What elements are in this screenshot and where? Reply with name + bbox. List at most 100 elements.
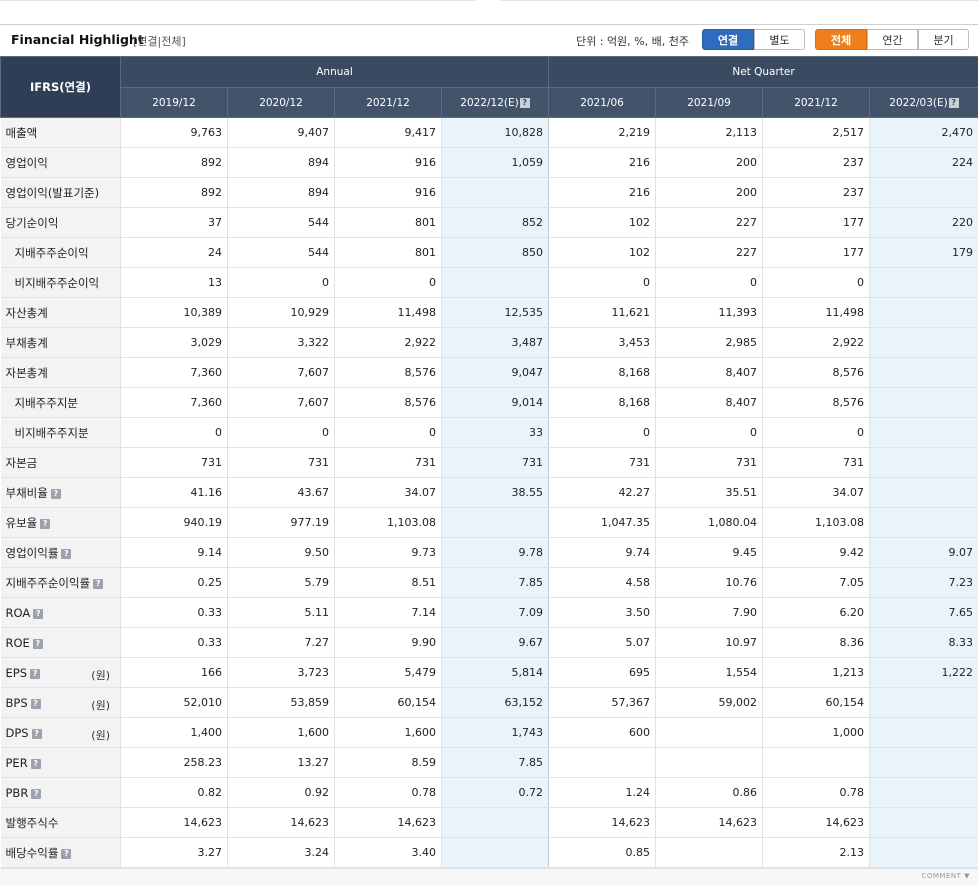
table-cell: 2,219 [549,118,656,148]
table-cell: 8,576 [335,388,442,418]
table-cell: 0 [549,418,656,448]
row-label-text: 비지배주주순이익 [15,276,100,290]
table-cell: 5,814 [442,658,549,688]
table-cell: 13 [121,268,228,298]
help-icon[interactable]: ? [61,549,71,559]
help-icon[interactable]: ? [31,789,41,799]
table-cell: 200 [656,178,763,208]
period-header: 2019/12 [121,88,228,118]
help-icon[interactable]: ? [61,849,71,859]
table-cell: 237 [763,148,870,178]
table-cell: 9.67 [442,628,549,658]
row-label: 자산총계 [1,298,121,328]
help-icon[interactable]: ? [949,98,959,108]
table-cell [870,418,978,448]
table-cell: 258.23 [121,748,228,778]
help-icon[interactable]: ? [31,759,41,769]
table-cell: 731 [549,448,656,478]
table-cell: 14,623 [656,808,763,838]
row-label: PBR? [1,778,121,808]
row-label-text: 배당수익률 [6,846,59,860]
period-header: 2021/12 [763,88,870,118]
help-icon[interactable]: ? [520,98,530,108]
table-cell [442,838,549,868]
table-cell: 8,407 [656,388,763,418]
table-cell: 5.07 [549,628,656,658]
row-label: 자본총계 [1,358,121,388]
table-cell: 1,213 [763,658,870,688]
help-icon[interactable]: ? [33,609,43,619]
help-icon[interactable]: ? [32,729,42,739]
all-periods-button[interactable]: 전체 [815,29,867,50]
row-label: 발행주식수 [1,808,121,838]
table-cell: 0.25 [121,568,228,598]
table-cell: 1,743 [442,718,549,748]
row-label-text: 영업이익률 [6,546,59,560]
table-cell: 8,576 [763,358,870,388]
table-cell: 8,576 [335,358,442,388]
table-cell: 11,393 [656,298,763,328]
annual-button[interactable]: 연간 [867,29,918,50]
quarterly-button[interactable]: 분기 [918,29,969,50]
table-cell: 8.36 [763,628,870,658]
table-cell: 9.73 [335,538,442,568]
row-label-text: PER [6,756,28,770]
table-cell: 731 [656,448,763,478]
help-icon[interactable]: ? [33,639,43,649]
table-cell: 8.51 [335,568,442,598]
row-label-text: 부채총계 [6,336,48,350]
table-cell [656,718,763,748]
comment-toggle[interactable]: COMMENT ▼ [921,872,970,880]
table-cell: 9.42 [763,538,870,568]
help-icon[interactable]: ? [51,489,61,499]
row-label-text: BPS [6,696,28,710]
row-label: 지배주주순이익률? [1,568,121,598]
help-icon[interactable]: ? [31,699,41,709]
help-icon[interactable]: ? [40,519,50,529]
row-label: 비지배주주순이익 [1,268,121,298]
row-label: ROE? [1,628,121,658]
row-label: 부채비율? [1,478,121,508]
row-label-text: 발행주식수 [6,816,59,830]
table-cell [870,838,978,868]
table-cell: 544 [228,208,335,238]
table-cell: 1,103.08 [763,508,870,538]
table-cell: 2,517 [763,118,870,148]
table-cell [870,448,978,478]
table-cell: 10.97 [656,628,763,658]
table-cell: 0 [121,418,228,448]
help-icon[interactable]: ? [30,669,40,679]
table-cell: 731 [335,448,442,478]
row-label-text: 지배주주순이익률 [6,576,91,590]
row-label: 자본금 [1,448,121,478]
table-cell: 1,059 [442,148,549,178]
row-label: ROA? [1,598,121,628]
row-label: 유보율? [1,508,121,538]
row-label-text: 자본총계 [6,366,48,380]
table-cell: 1,554 [656,658,763,688]
table-cell: 43.67 [228,478,335,508]
table-cell: 10.76 [656,568,763,598]
consolidated-button[interactable]: 연결 [702,29,754,50]
row-unit: (원) [91,697,110,713]
table-cell [870,778,978,808]
table-cell [870,688,978,718]
row-unit: (원) [91,727,110,743]
table-cell: 0 [763,418,870,448]
row-label: 당기순이익 [1,208,121,238]
table-cell: 7.85 [442,748,549,778]
table-cell [870,358,978,388]
table-cell: 10,828 [442,118,549,148]
table-cell [870,748,978,778]
top-divider [0,0,978,24]
separate-button[interactable]: 별도 [754,29,805,50]
help-icon[interactable]: ? [93,579,103,589]
period-header: 2022/12(E)? [442,88,549,118]
